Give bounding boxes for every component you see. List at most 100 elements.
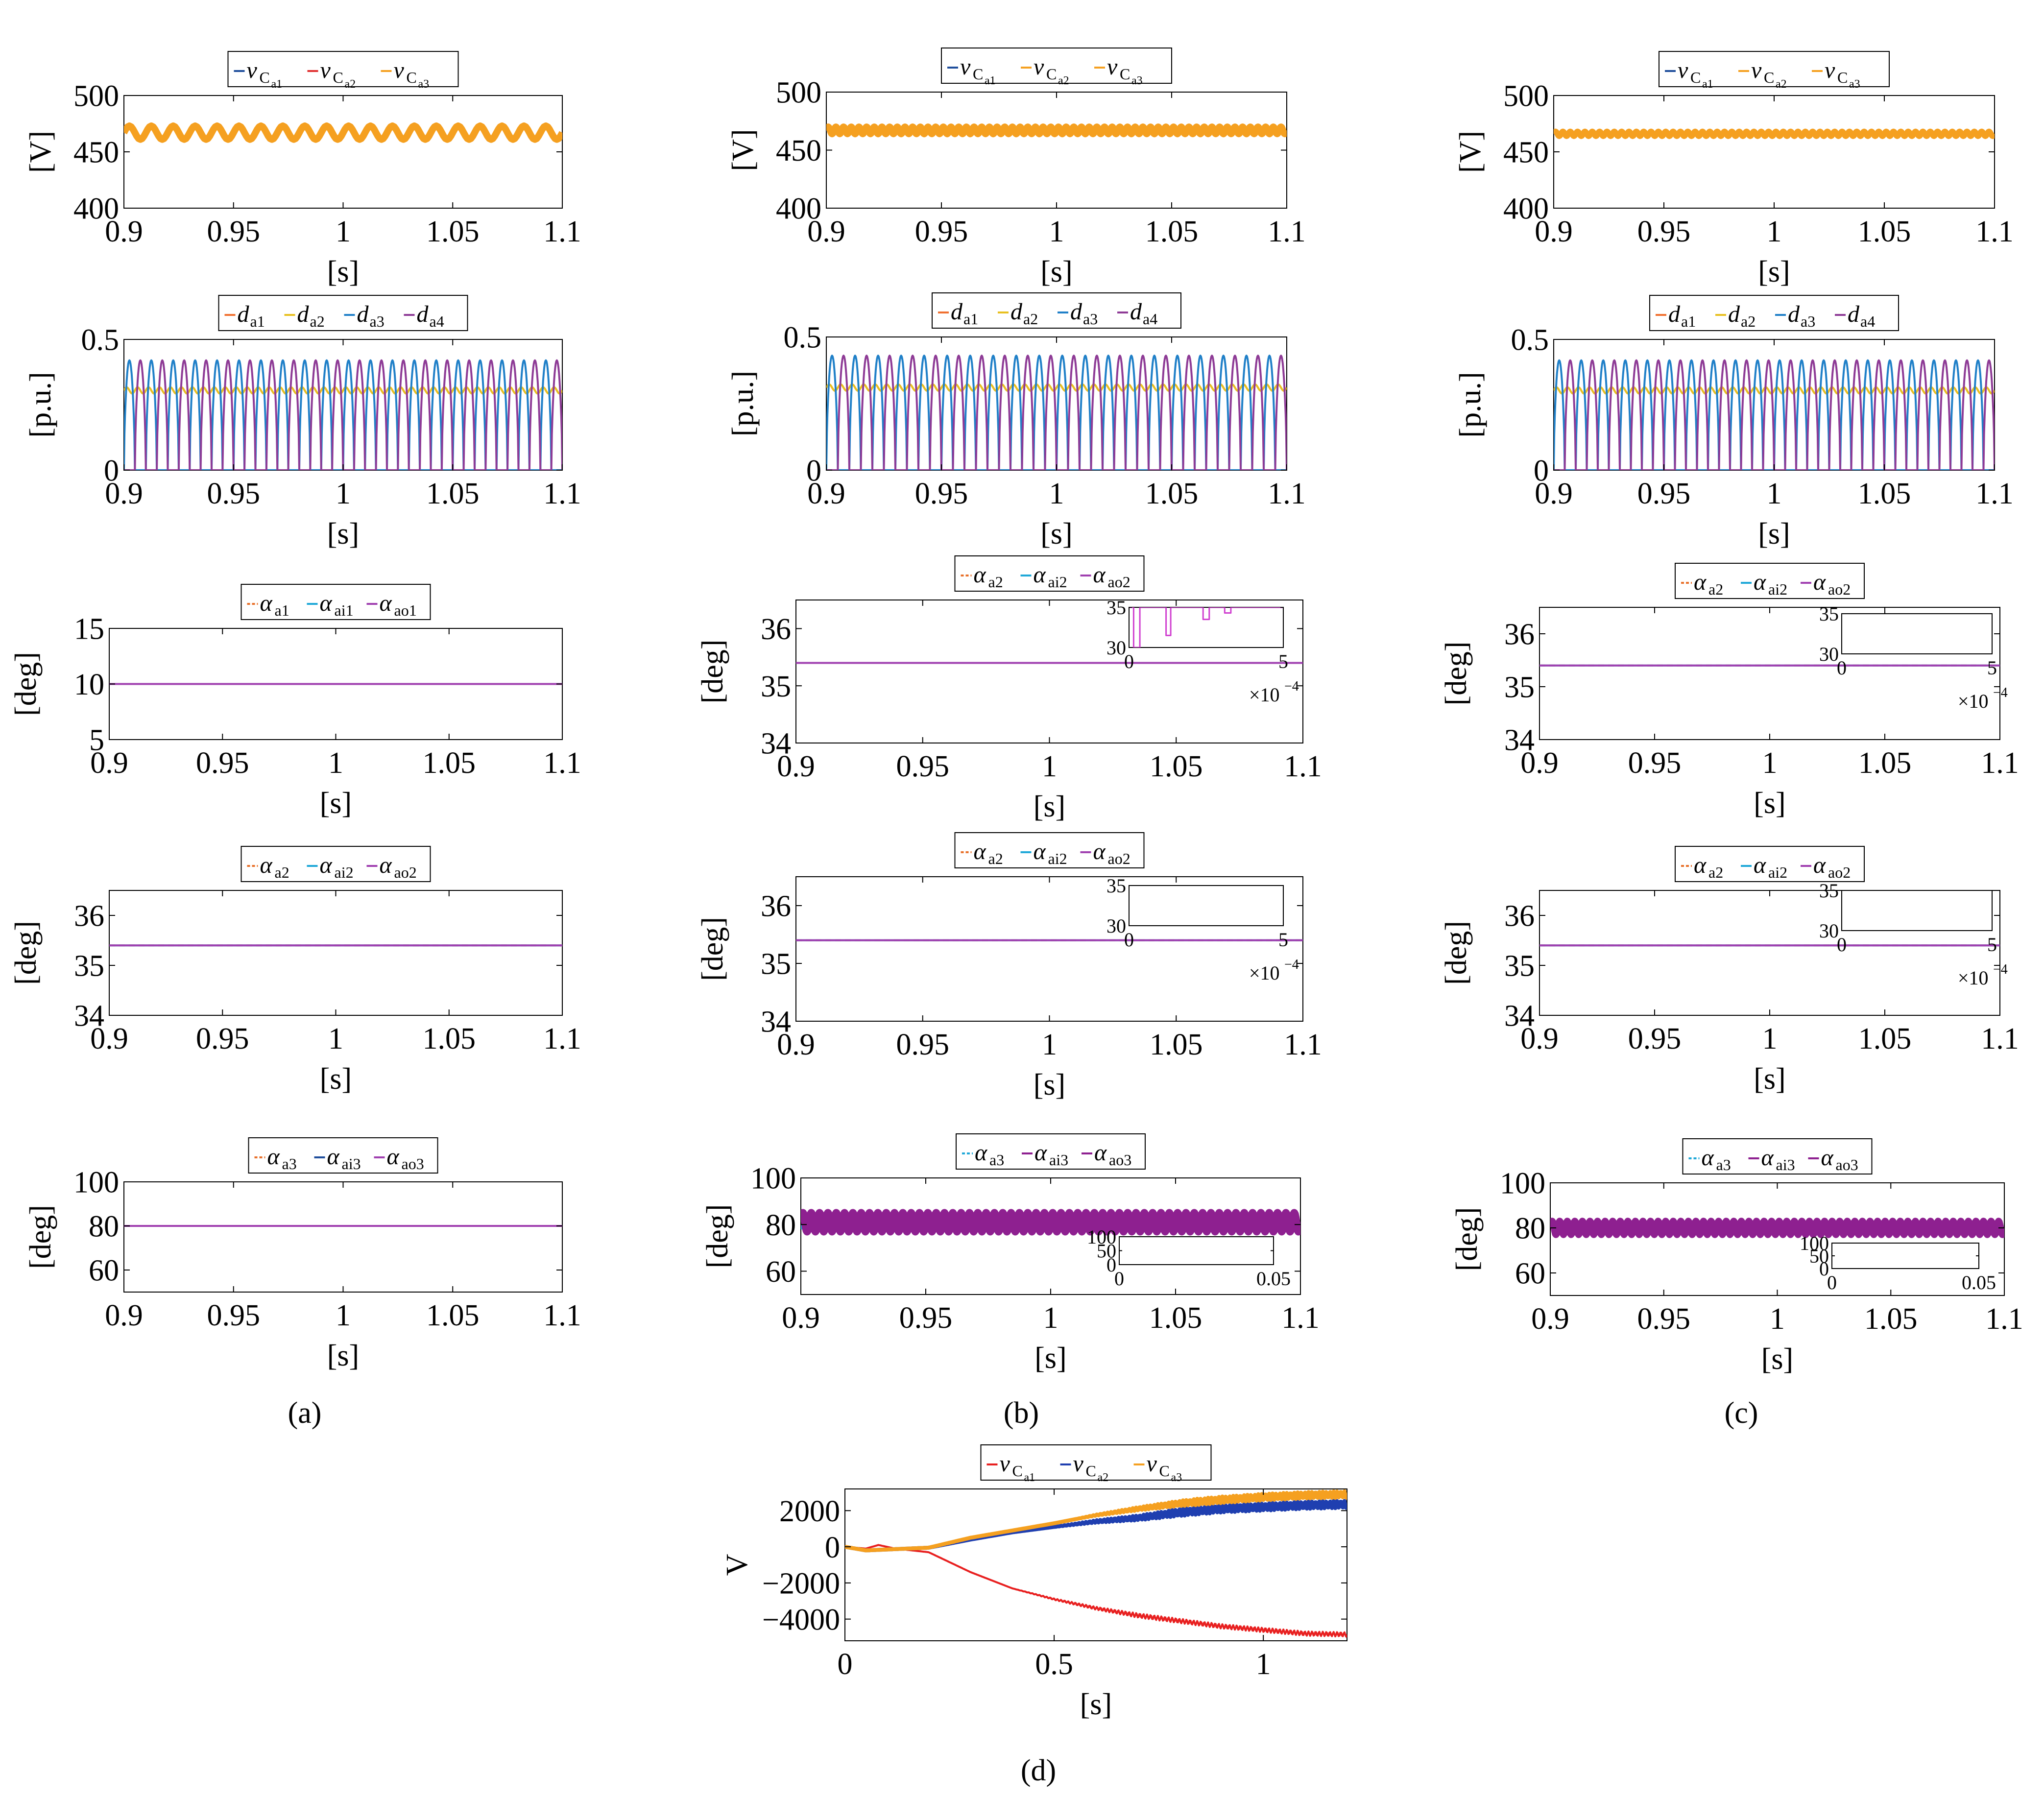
y-axis-label: [p.u.] xyxy=(1454,372,1487,437)
inset-c3: 0 5 30 35 ×10 −4 xyxy=(1819,603,2008,712)
y-axis-label: [V] xyxy=(1454,131,1487,173)
panel-label-a: (a) xyxy=(288,1396,322,1430)
x-tick-label: 0.5 xyxy=(1035,1648,1073,1681)
legend-box xyxy=(240,584,431,620)
legend-entry-subscript: ao3 xyxy=(402,1155,424,1173)
y-tick-label: 34 xyxy=(74,1000,104,1033)
legend-entry: α xyxy=(1694,569,1707,595)
legend-entry-subscript: a4 xyxy=(430,312,444,330)
legend-entry: v xyxy=(320,57,331,83)
y-axis-label: [deg] xyxy=(9,921,43,985)
y-tick-label: 30 xyxy=(1106,637,1126,659)
series-group xyxy=(1550,1218,2004,1238)
x-tick-label: 0.95 xyxy=(207,1299,261,1332)
x-tick-label: 5 xyxy=(1987,934,1997,956)
plot-area xyxy=(123,95,563,209)
y-axis-label: [deg] xyxy=(9,652,43,716)
x-tick-label: 1.1 xyxy=(1281,1301,1320,1335)
legend-entry-subscript: ai2 xyxy=(335,863,354,881)
legend-entry: v xyxy=(960,54,971,80)
legend-entry: α xyxy=(975,1140,987,1166)
legend-a4: α a2 α ai2 α ao2 xyxy=(240,846,431,882)
x-tick-label: 1.05 xyxy=(1150,750,1203,783)
x-axis-label: [s] xyxy=(1040,255,1072,288)
y-tick-label: 34 xyxy=(1504,724,1535,757)
y-tick-label: 100 xyxy=(1087,1226,1116,1248)
y-tick-label: 100 xyxy=(73,1166,119,1199)
x-tick-label: 0 xyxy=(1837,657,1847,679)
x-tick-label: 1.05 xyxy=(423,1022,476,1055)
inset-b4: 0 5 30 35 ×10 −4 xyxy=(1106,875,1299,984)
x-tick-label: 0.05 xyxy=(1962,1271,1996,1294)
series-line xyxy=(1554,359,1995,470)
y-tick-label: 10 xyxy=(74,668,104,701)
x-tick-label: 0.9 xyxy=(105,477,143,510)
y-tick-label: 34 xyxy=(1504,1000,1535,1033)
series-group xyxy=(1554,359,1995,470)
y-tick-label: 80 xyxy=(89,1210,119,1244)
y-tick-label: 35 xyxy=(761,670,791,703)
legend-entry: v xyxy=(247,57,258,83)
x-tick-label: 0.95 xyxy=(1637,1302,1691,1336)
legend-entry-subscript: ai2 xyxy=(1048,850,1067,867)
x-axis-label: [s] xyxy=(1034,1068,1065,1102)
y-tick-label: 60 xyxy=(1515,1257,1545,1291)
legend-entry-subscript: ai2 xyxy=(1768,580,1787,598)
inset-exponent: ×10 xyxy=(1958,967,1989,989)
x-tick-label: 0 xyxy=(1837,934,1847,956)
x-tick-label: 0.9 xyxy=(90,746,128,780)
x-axis-label: [s] xyxy=(1034,1342,1066,1375)
x-tick-label: 0.05 xyxy=(1256,1268,1291,1290)
plot-area xyxy=(826,92,1287,209)
x-tick-label: 1.1 xyxy=(543,746,581,780)
y-tick-label: 36 xyxy=(74,900,104,933)
y-tick-label: 50 xyxy=(1809,1245,1829,1267)
legend-entry-subscript: a4 xyxy=(1860,312,1875,330)
x-tick-label: 1.1 xyxy=(543,1022,581,1055)
y-tick-label: 35 xyxy=(1504,950,1535,983)
y-tick-label: 450 xyxy=(73,136,119,169)
x-tick-label: 1.1 xyxy=(1268,477,1306,510)
legend-entry-subsubscript: a3 xyxy=(418,78,430,91)
inset-exponent-power: −4 xyxy=(1284,957,1299,972)
x-tick-label: 0.9 xyxy=(1531,1302,1569,1336)
legend-entry: d xyxy=(1848,301,1860,327)
x-tick-label: 0.95 xyxy=(915,215,968,248)
legend-a3: α a1 α ai1 α ao1 xyxy=(240,584,431,620)
y-tick-label: 0.5 xyxy=(784,321,822,355)
legend-entry-subscript: a2 xyxy=(1741,312,1755,330)
inset-exponent: ×10 xyxy=(1958,690,1989,712)
plot-area xyxy=(1129,607,1284,648)
legend-entry-subscript: C xyxy=(1046,65,1057,83)
x-tick-label: 1.05 xyxy=(426,1299,480,1332)
x-tick-label: 1.1 xyxy=(1284,750,1322,783)
panel-label-b: (b) xyxy=(1004,1396,1039,1430)
legend-entry-subscript: ao2 xyxy=(1828,863,1851,881)
y-axis-label: [deg] xyxy=(1440,642,1473,706)
x-axis-label: [s] xyxy=(1754,787,1785,820)
legend-entry-subsubscript: a2 xyxy=(1098,1471,1109,1484)
y-tick-label: 30 xyxy=(1106,915,1126,937)
y-tick-label: 0 xyxy=(825,1531,840,1564)
x-tick-label: 0.95 xyxy=(915,477,968,510)
y-tick-label: 0.5 xyxy=(81,324,120,357)
legend-entry-subscript: a3 xyxy=(989,1151,1004,1169)
legend-entry-subscript: ao2 xyxy=(394,863,417,881)
y-axis-label: [V] xyxy=(726,129,760,171)
y-tick-label: 36 xyxy=(1504,900,1535,933)
y-tick-label: 450 xyxy=(776,134,821,168)
legend-entry: v xyxy=(1751,57,1762,83)
legend-entry: α xyxy=(320,852,333,878)
x-tick-label: 1 xyxy=(1770,1302,1785,1336)
plot-area xyxy=(1841,890,1993,931)
y-tick-label: 34 xyxy=(761,1006,791,1039)
legend-entry-subscript: ai3 xyxy=(1049,1151,1068,1169)
subplot-c2: 0.9 0.95 1 1.05 1.100.5[s][p.u.]d a1 d a2 d a3 d a4 xyxy=(1454,295,2014,551)
series-line xyxy=(826,355,1287,470)
inset-exponent: ×10 xyxy=(1249,684,1280,706)
x-axis-label: [s] xyxy=(320,1062,352,1096)
